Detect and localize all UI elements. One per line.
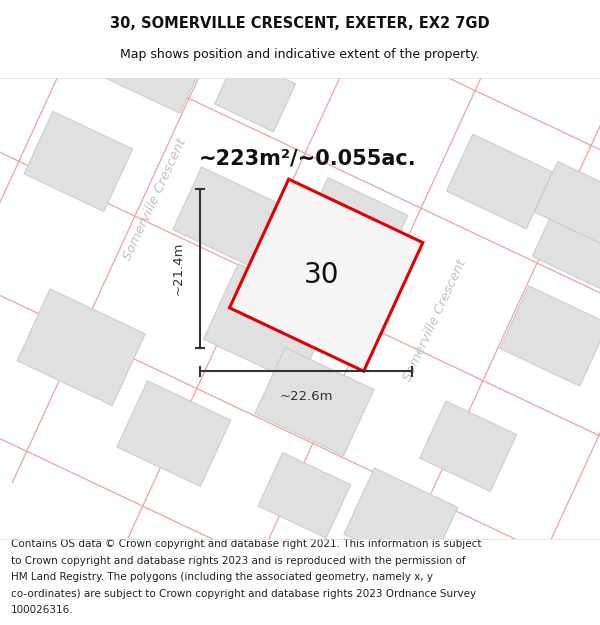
Text: ~223m²/~0.055ac.: ~223m²/~0.055ac. — [199, 149, 417, 169]
Polygon shape — [173, 167, 285, 269]
Polygon shape — [24, 111, 133, 211]
Polygon shape — [215, 56, 296, 132]
Text: Map shows position and indicative extent of the property.: Map shows position and indicative extent… — [120, 48, 480, 61]
Polygon shape — [419, 401, 517, 491]
Polygon shape — [299, 177, 408, 278]
Text: HM Land Registry. The polygons (including the associated geometry, namely x, y: HM Land Registry. The polygons (includin… — [11, 572, 433, 582]
Polygon shape — [255, 348, 374, 456]
Text: 30, SOMERVILLE CRESCENT, EXETER, EX2 7GD: 30, SOMERVILLE CRESCENT, EXETER, EX2 7GD — [110, 16, 490, 31]
Polygon shape — [89, 0, 213, 113]
Polygon shape — [532, 196, 600, 291]
Polygon shape — [203, 264, 334, 384]
Text: Somerville Crescent: Somerville Crescent — [401, 258, 469, 384]
Polygon shape — [117, 381, 231, 486]
Text: ~22.6m: ~22.6m — [279, 390, 333, 402]
Text: 100026316.: 100026316. — [11, 605, 73, 615]
Polygon shape — [535, 161, 600, 244]
Polygon shape — [500, 286, 600, 386]
Text: co-ordinates) are subject to Crown copyright and database rights 2023 Ordnance S: co-ordinates) are subject to Crown copyr… — [11, 589, 476, 599]
Text: to Crown copyright and database rights 2023 and is reproduced with the permissio: to Crown copyright and database rights 2… — [11, 556, 466, 566]
Polygon shape — [258, 452, 350, 538]
Polygon shape — [446, 134, 553, 229]
Polygon shape — [230, 179, 423, 371]
Text: Contains OS data © Crown copyright and database right 2021. This information is : Contains OS data © Crown copyright and d… — [11, 539, 481, 549]
Text: 30: 30 — [304, 261, 340, 289]
Polygon shape — [17, 289, 145, 406]
Text: ~21.4m: ~21.4m — [172, 242, 185, 296]
Polygon shape — [344, 468, 458, 574]
Text: Somerville Crescent: Somerville Crescent — [121, 136, 189, 262]
